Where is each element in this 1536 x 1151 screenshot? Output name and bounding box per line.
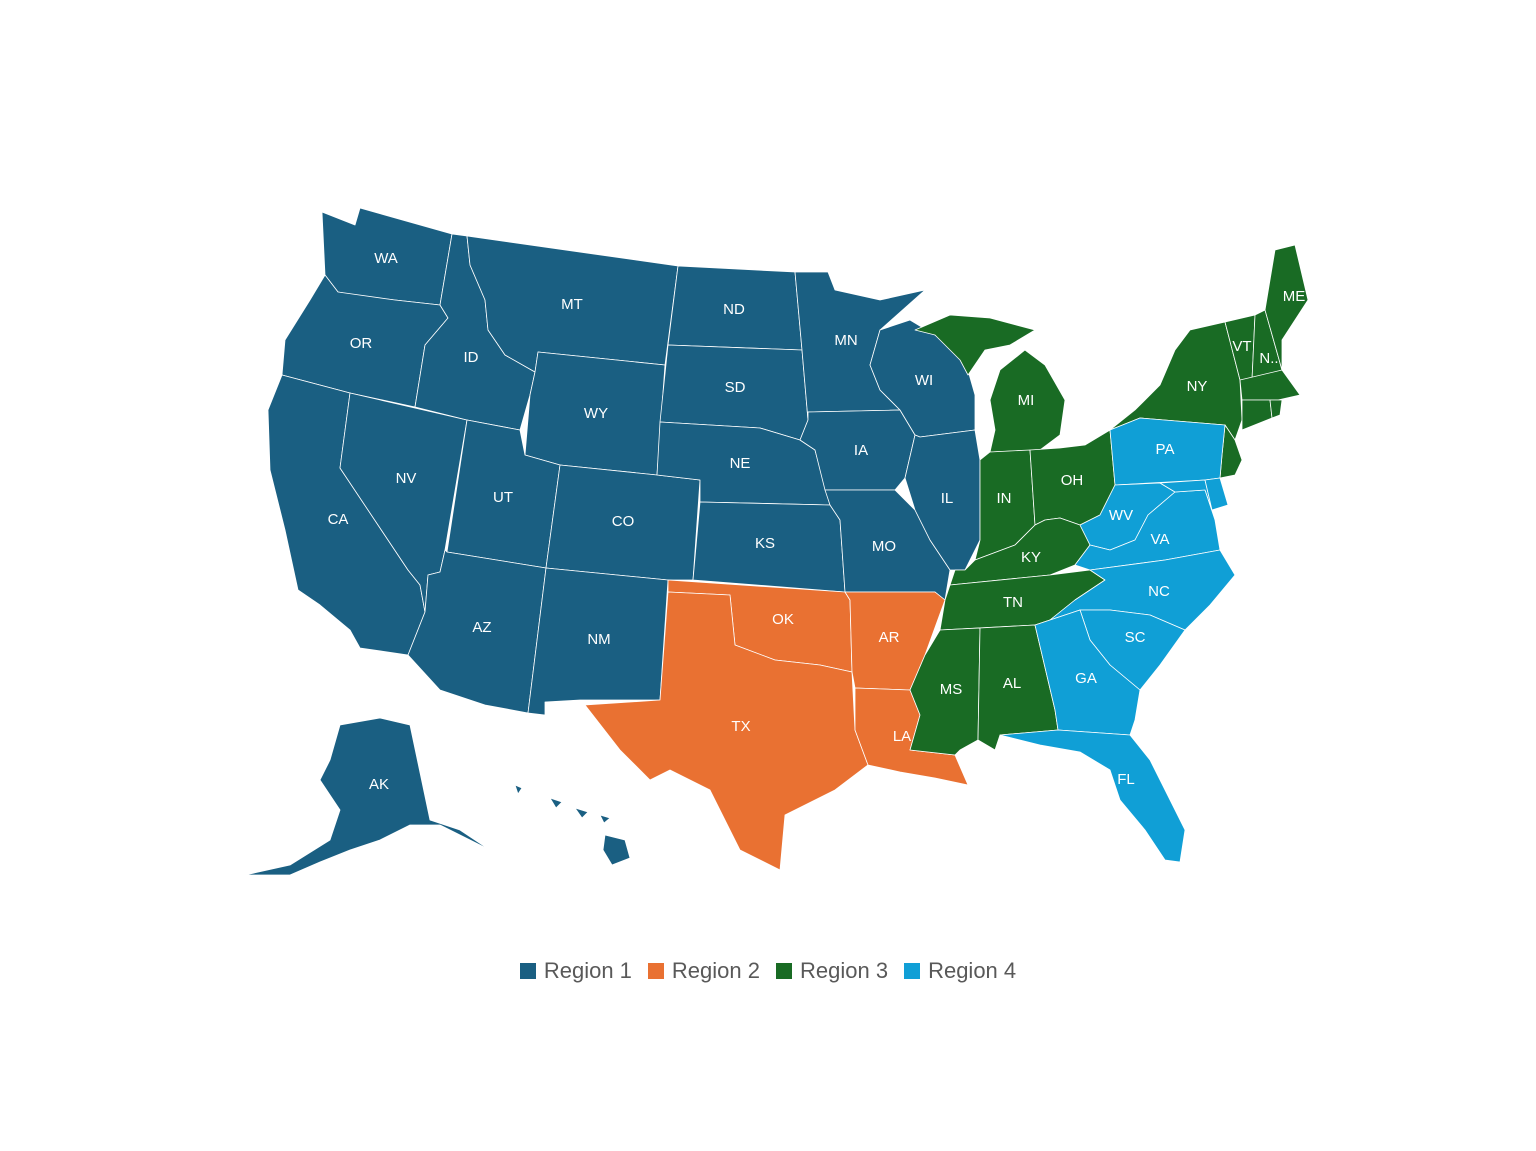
label-ks: KS (755, 535, 775, 552)
label-vt: VT (1232, 338, 1251, 355)
state-ms[interactable] (909, 627, 981, 756)
legend-item-region-4[interactable]: Region 4 (904, 958, 1016, 984)
state-hi[interactable] (514, 784, 631, 866)
label-az: AZ (472, 619, 491, 636)
label-mo: MO (872, 538, 896, 555)
state-ga[interactable] (1034, 609, 1141, 736)
legend-swatch-region-1 (519, 963, 536, 979)
label-mn: MN (834, 332, 857, 349)
state-md[interactable] (1159, 479, 1213, 511)
legend-swatch-region-3 (776, 963, 792, 979)
state-ma[interactable] (1239, 369, 1301, 401)
label-ut: UT (493, 489, 513, 506)
label-pa: PA (1156, 441, 1175, 458)
label-id: ID (464, 349, 479, 366)
state-fl[interactable] (999, 729, 1186, 863)
label-ar: AR (879, 629, 900, 646)
label-nd: ND (723, 301, 745, 318)
map-legend: Region 1 Region 2 Region 3 Region 4 (0, 958, 1536, 984)
label-ne: NE (730, 455, 751, 472)
label-tn: TN (1003, 594, 1023, 611)
label-fl: FL (1117, 771, 1135, 788)
label-wv: WV (1109, 507, 1133, 524)
label-wi: WI (915, 372, 933, 389)
label-mi: MI (1018, 392, 1035, 409)
label-ok: OK (772, 611, 794, 628)
label-ms: MS (940, 681, 963, 698)
label-nh: N.. (1259, 350, 1278, 367)
state-nm[interactable] (527, 567, 669, 716)
label-co: CO (612, 513, 635, 530)
label-ca: CA (328, 511, 349, 528)
state-ct[interactable] (1241, 399, 1273, 431)
label-nv: NV (396, 470, 417, 487)
label-ak: AK (369, 776, 389, 793)
label-or: OR (350, 335, 373, 352)
state-de[interactable] (1204, 477, 1229, 511)
label-ia: IA (854, 442, 868, 459)
legend-item-region-3[interactable]: Region 3 (776, 958, 888, 984)
state-tx[interactable] (584, 591, 869, 871)
label-tx: TX (731, 718, 750, 735)
label-nm: NM (587, 631, 610, 648)
label-la: LA (893, 728, 911, 745)
legend-label-region-1: Region 1 (543, 958, 632, 983)
label-mt: MT (561, 296, 583, 313)
label-wa: WA (374, 250, 398, 267)
label-sd: SD (725, 379, 746, 396)
state-ri[interactable] (1269, 399, 1283, 419)
label-nc: NC (1148, 583, 1170, 600)
label-ga: GA (1075, 670, 1097, 687)
state-mi[interactable] (914, 314, 1066, 453)
label-ny: NY (1187, 378, 1208, 395)
legend-item-region-2[interactable]: Region 2 (647, 958, 760, 984)
label-il: IL (941, 490, 954, 507)
legend-label-region-3: Region 3 (800, 958, 889, 983)
legend-item-region-1[interactable]: Region 1 (519, 958, 632, 984)
state-il[interactable] (904, 429, 981, 571)
label-al: AL (1003, 675, 1021, 692)
label-me: ME (1283, 288, 1306, 305)
label-sc: SC (1125, 629, 1146, 646)
legend-label-region-2: Region 2 (671, 958, 760, 983)
label-in: IN (997, 490, 1012, 507)
label-oh: OH (1061, 472, 1084, 489)
state-ak[interactable] (244, 717, 491, 876)
label-va: VA (1151, 531, 1170, 548)
legend-swatch-region-2 (647, 963, 664, 979)
legend-label-region-4: Region 4 (928, 958, 1017, 983)
legend-swatch-region-4 (904, 963, 921, 979)
label-ky: KY (1021, 549, 1041, 566)
label-wy: WY (584, 405, 608, 422)
